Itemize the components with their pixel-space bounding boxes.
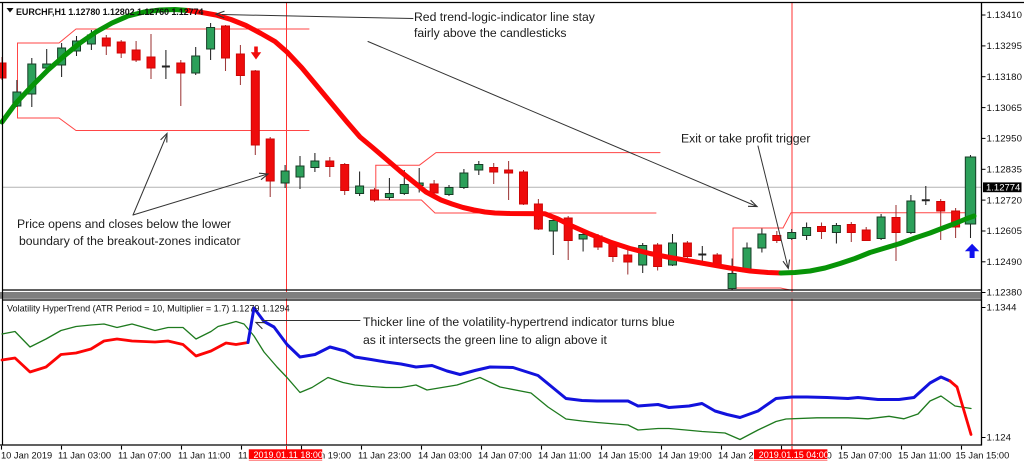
svg-text:14 Jan 15:00: 14 Jan 15:00 <box>598 451 652 461</box>
svg-text:1.13295: 1.13295 <box>987 41 1023 52</box>
svg-text:15 Jan 15:00: 15 Jan 15:00 <box>956 451 1010 461</box>
svg-text:fairly above the candlesticks: fairly above the candlesticks <box>414 26 566 40</box>
svg-text:1.12835: 1.12835 <box>987 165 1023 176</box>
svg-text:1.12380: 1.12380 <box>987 288 1023 299</box>
svg-text:Volatility HyperTrend (ATR Per: Volatility HyperTrend (ATR Period = 10, … <box>7 304 290 314</box>
svg-text:14 Jan 11:00: 14 Jan 11:00 <box>538 451 591 461</box>
svg-text:15 Jan 11:00: 15 Jan 11:00 <box>898 451 951 461</box>
svg-text:Thicker line of the volatility: Thicker line of the volatility-hypertren… <box>363 315 675 329</box>
svg-text:1.12774: 1.12774 <box>986 182 1020 193</box>
svg-text:1.13410: 1.13410 <box>987 10 1023 21</box>
svg-text:boundary of the breakout-zones: boundary of the breakout-zones indicator <box>19 234 241 248</box>
svg-text:14 Jan 03:00: 14 Jan 03:00 <box>418 451 472 461</box>
svg-text:11 Jan 23:00: 11 Jan 23:00 <box>358 451 411 461</box>
svg-text:Exit or take profit trigger: Exit or take profit trigger <box>681 132 810 146</box>
svg-text:15 Jan 07:00: 15 Jan 07:00 <box>838 451 892 461</box>
svg-text:1.13180: 1.13180 <box>987 72 1023 83</box>
svg-text:10 Jan 2019: 10 Jan 2019 <box>1 451 52 461</box>
svg-text:1.124: 1.124 <box>987 433 1012 444</box>
svg-text:11 Jan 03:00: 11 Jan 03:00 <box>58 451 111 461</box>
svg-text:1.12950: 1.12950 <box>987 134 1023 145</box>
svg-text:11 Jan 11:00: 11 Jan 11:00 <box>178 451 230 461</box>
svg-text:1.12605: 1.12605 <box>987 226 1023 237</box>
svg-text:1.1344: 1.1344 <box>987 303 1018 314</box>
svg-text:as it intersects the green lin: as it intersects the green line to align… <box>363 333 608 347</box>
svg-text:1.12720: 1.12720 <box>987 195 1023 206</box>
svg-text:EURCHF,H1 1.12780 1.12802 1.1: EURCHF,H1 1.12780 1.12802 1.12760 1.1277… <box>16 7 203 17</box>
svg-text:2019.01.15 04:00: 2019.01.15 04:00 <box>759 450 829 460</box>
svg-text:1.12490: 1.12490 <box>987 257 1023 268</box>
svg-text:11 Jan 07:00: 11 Jan 07:00 <box>118 451 171 461</box>
svg-text:2019.01.11 18:00: 2019.01.11 18:00 <box>254 450 323 460</box>
svg-text:Red trend-logic-indicator line: Red trend-logic-indicator line stay <box>414 10 596 24</box>
svg-text:1.13065: 1.13065 <box>987 103 1023 114</box>
svg-text:14 Jan 23:00: 14 Jan 23:00 <box>718 451 772 461</box>
svg-text:14 Jan 19:00: 14 Jan 19:00 <box>658 451 712 461</box>
svg-text:11 Jan 19:00: 11 Jan 19:00 <box>298 451 351 461</box>
svg-text:Price opens and closes below t: Price opens and closes below the lower <box>17 217 231 231</box>
svg-text:14 Jan 07:00: 14 Jan 07:00 <box>478 451 532 461</box>
